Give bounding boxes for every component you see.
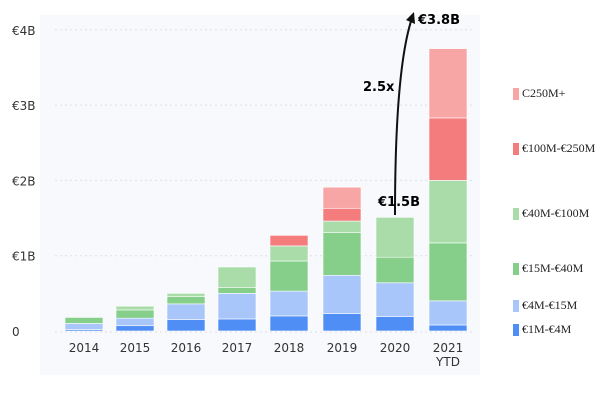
x-tick-label: YTD: [435, 355, 460, 369]
bar-segment: [375, 282, 415, 317]
x-tick-label: 2014: [69, 341, 100, 355]
bar-segment: [217, 266, 257, 288]
bar-segment: [322, 274, 362, 314]
legend-swatch: [513, 262, 519, 275]
legend-swatch: [513, 323, 519, 336]
arrow-head-icon: [406, 12, 415, 24]
bar-segment: [322, 313, 362, 332]
legend-swatch: [513, 299, 519, 312]
legend-label: €4M-€15M: [522, 298, 578, 312]
growth-arrow: [394, 17, 413, 216]
y-tick-label: 0: [12, 325, 20, 339]
bar-segment: [269, 235, 309, 247]
x-tick-label: 2020: [380, 341, 411, 355]
bar-segment: [64, 317, 104, 324]
bar-segment: [322, 186, 362, 209]
bar-segment: [375, 316, 415, 332]
bar-segment: [322, 220, 362, 233]
bar-segment: [166, 303, 206, 321]
bar-segment: [115, 309, 155, 319]
y-tick-label: €1B: [12, 250, 36, 264]
legend-swatch: [513, 142, 519, 155]
legend-swatch: [513, 207, 519, 220]
bar-segment: [269, 315, 309, 332]
bar-segment: [428, 242, 468, 302]
bar-segment: [375, 256, 415, 284]
legend-item: €4M-€15M: [513, 298, 577, 313]
bar-segment: [217, 287, 257, 294]
legend-item: €15M-€40M: [513, 261, 583, 276]
legend-label: €40M-€100M: [522, 206, 590, 220]
growth-label: 2.5x: [363, 80, 395, 95]
label-2021-total: €3.8B: [417, 13, 460, 28]
y-tick-label: €3B: [12, 99, 36, 113]
x-tick-label: 2018: [274, 341, 305, 355]
bar-segment: [428, 324, 468, 332]
bar-segment: [166, 296, 206, 305]
legend-label: €1M-€4M: [522, 322, 572, 336]
legend-label: €15M-€40M: [522, 261, 584, 275]
bar-segment: [428, 180, 468, 244]
bar-segment: [115, 317, 155, 327]
bar-segment: [166, 293, 206, 297]
legend-item: C250M+: [513, 86, 565, 101]
label-2020-total: €1.5B: [377, 195, 420, 210]
bar-segment: [428, 117, 468, 181]
bar-segment: [115, 325, 155, 332]
bar-segment: [217, 293, 257, 320]
legend-item: €100M-€250M: [513, 141, 595, 156]
legend-label: C250M+: [522, 86, 566, 100]
x-tick-label: 2016: [171, 341, 202, 355]
bar-segment: [166, 319, 206, 332]
x-tick-label: 2021: [433, 341, 464, 355]
y-tick-label: €2B: [12, 174, 36, 188]
bar-segment: [64, 323, 104, 330]
x-tick-label: 2017: [222, 341, 253, 355]
bar-segment: [115, 305, 155, 311]
y-tick-label: €4B: [12, 24, 36, 38]
legend-swatch: [513, 87, 519, 100]
bar-segment: [269, 260, 309, 292]
bar-segment: [217, 318, 257, 332]
legend-item: €40M-€100M: [513, 206, 589, 221]
bar-segment: [322, 232, 362, 276]
bar-segment: [269, 290, 309, 317]
bar-segment: [428, 300, 468, 326]
x-tick-label: 2015: [120, 341, 151, 355]
x-tick-label: 2019: [327, 341, 358, 355]
bar-segment: [269, 245, 309, 262]
legend-item: €1M-€4M: [513, 322, 571, 337]
bar-segment: [375, 216, 415, 258]
bar-segment: [428, 48, 468, 119]
bar-segment: [322, 207, 362, 222]
legend-label: €100M-€250M: [522, 141, 596, 155]
